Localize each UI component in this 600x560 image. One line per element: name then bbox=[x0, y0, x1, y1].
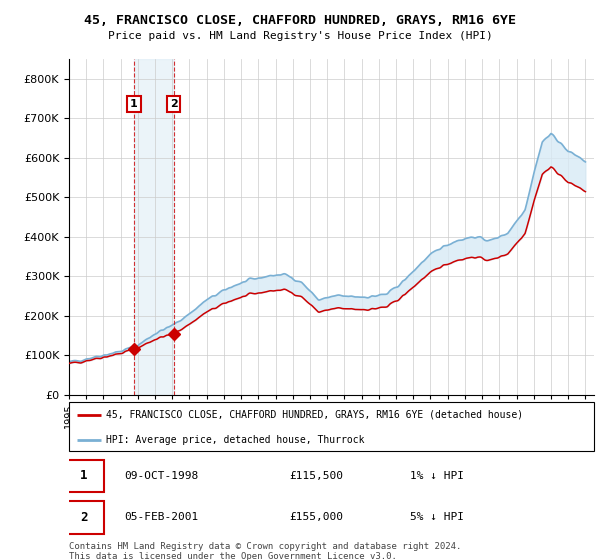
Text: 45, FRANCISCO CLOSE, CHAFFORD HUNDRED, GRAYS, RM16 6YE: 45, FRANCISCO CLOSE, CHAFFORD HUNDRED, G… bbox=[84, 14, 516, 27]
Text: HPI: Average price, detached house, Thurrock: HPI: Average price, detached house, Thur… bbox=[106, 435, 364, 445]
Text: 1% ↓ HPI: 1% ↓ HPI bbox=[410, 471, 464, 481]
Text: 05-FEB-2001: 05-FEB-2001 bbox=[124, 512, 199, 522]
Text: £155,000: £155,000 bbox=[290, 512, 343, 522]
Text: 1: 1 bbox=[130, 99, 138, 109]
Text: Price paid vs. HM Land Registry's House Price Index (HPI): Price paid vs. HM Land Registry's House … bbox=[107, 31, 493, 41]
FancyBboxPatch shape bbox=[64, 460, 104, 492]
Bar bbox=[134, 59, 174, 395]
Text: 2: 2 bbox=[80, 511, 88, 524]
Text: 2: 2 bbox=[170, 99, 178, 109]
Text: 5% ↓ HPI: 5% ↓ HPI bbox=[410, 512, 464, 522]
Text: 09-OCT-1998: 09-OCT-1998 bbox=[124, 471, 199, 481]
Text: 45, FRANCISCO CLOSE, CHAFFORD HUNDRED, GRAYS, RM16 6YE (detached house): 45, FRANCISCO CLOSE, CHAFFORD HUNDRED, G… bbox=[106, 410, 523, 420]
Text: 1: 1 bbox=[80, 469, 88, 482]
Text: £115,500: £115,500 bbox=[290, 471, 343, 481]
FancyBboxPatch shape bbox=[64, 501, 104, 534]
Text: Contains HM Land Registry data © Crown copyright and database right 2024.
This d: Contains HM Land Registry data © Crown c… bbox=[69, 542, 461, 560]
